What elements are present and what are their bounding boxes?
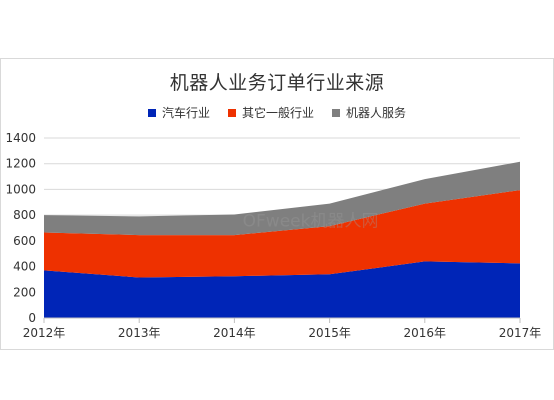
legend-label-series-0: 汽车行业 [161, 106, 210, 120]
x-tick-label-3: 2015年 [308, 326, 351, 340]
area-series-2 [44, 161, 520, 236]
legend-item-series-1: 其它一般行业 [227, 104, 314, 121]
y-tick-label-5: 1000 [5, 182, 36, 196]
legend-label-series-1: 其它一般行业 [241, 106, 314, 120]
x-tick-label-5: 2017年 [499, 326, 542, 340]
legend-swatch-series-2 [332, 108, 340, 117]
x-tick-label-2: 2014年 [213, 326, 256, 340]
watermark-text: OFweek机器人网 [243, 212, 379, 232]
legend-item-series-0: 汽车行业 [147, 104, 210, 121]
chart-legend: 汽车行业 其它一般行业 机器人服务 [0, 104, 554, 121]
x-tick-label-4: 2016年 [404, 326, 447, 340]
y-tick-label-4: 800 [13, 208, 36, 222]
area-series-0 [44, 261, 520, 318]
y-tick-label-0: 0 [28, 311, 36, 325]
x-tick-label-0: 2012年 [23, 326, 66, 340]
area-series-1 [44, 190, 520, 278]
y-tick-label-2: 400 [13, 260, 36, 274]
legend-swatch-series-1 [227, 108, 236, 117]
y-tick-label-6: 1200 [5, 157, 36, 171]
y-tick-label-3: 600 [13, 234, 36, 248]
x-tick-label-1: 2013年 [118, 326, 161, 340]
legend-label-series-2: 机器人服务 [346, 106, 407, 120]
chart-title: 机器人业务订单行业来源 [169, 72, 385, 94]
legend-swatch-series-0 [147, 108, 156, 117]
y-tick-label-7: 1400 [5, 131, 36, 145]
legend-item-series-2: 机器人服务 [332, 104, 406, 121]
y-tick-label-1: 200 [13, 285, 36, 299]
